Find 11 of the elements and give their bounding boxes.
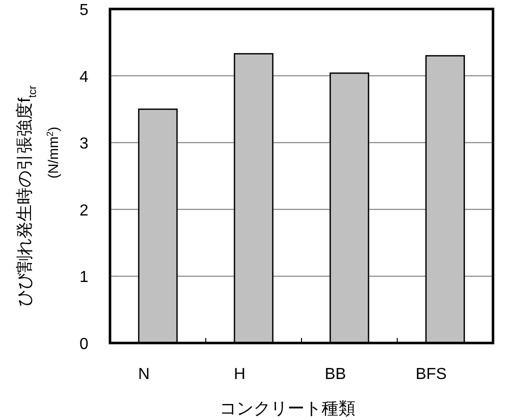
- x-tick-label: N: [138, 366, 150, 383]
- y-tick-label: 5: [80, 2, 89, 19]
- y-tick-label: 2: [80, 202, 89, 220]
- x-tick-label: BFS: [416, 366, 447, 383]
- y-tick-label: 3: [80, 136, 89, 153]
- x-tick-label: BB: [324, 366, 346, 383]
- x-tick-label: H: [234, 366, 246, 383]
- x-axis-title: コンクリート種類: [220, 399, 356, 418]
- y-tick-label: 0: [80, 336, 89, 353]
- y-tick-label: 1: [80, 269, 89, 286]
- y-tick-label: 4: [80, 68, 89, 86]
